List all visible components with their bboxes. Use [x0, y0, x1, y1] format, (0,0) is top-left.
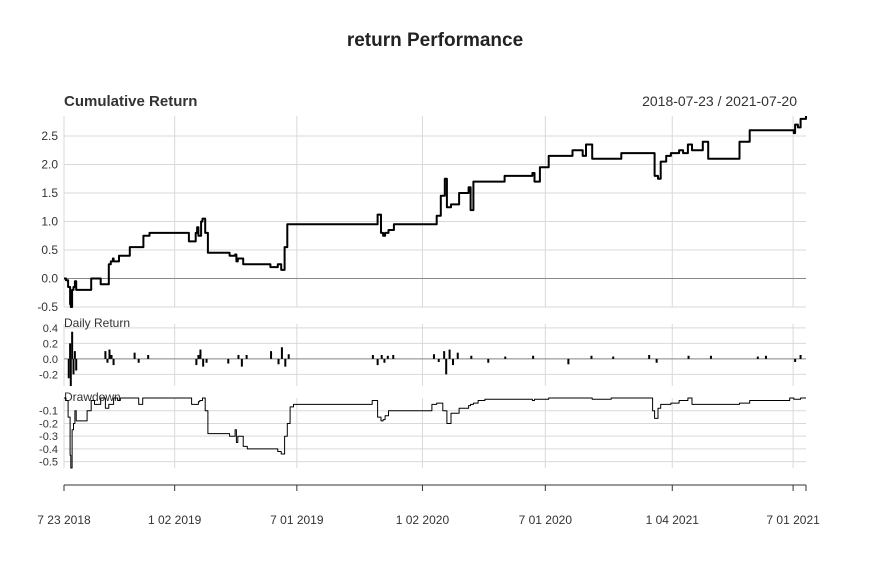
- daily-return-bar: [392, 355, 395, 359]
- date-range-label: 2018-07-23 / 2021-07-20: [642, 93, 797, 109]
- daily-return-bar: [456, 352, 459, 359]
- x-tick-label: 7 23 2018: [37, 513, 91, 527]
- y-tick-label: -0.1: [39, 406, 58, 418]
- daily-return-bar: [799, 355, 802, 359]
- daily-return-bar: [284, 358, 287, 367]
- daily-return-bar: [104, 351, 107, 359]
- daily-return-bar: [195, 358, 198, 366]
- panel-cumulative: 2.5 2.0 1.5 1.0 0.5 0.0 -0.5: [37, 116, 807, 314]
- daily-return-bar: [75, 358, 78, 371]
- daily-return-bar: [437, 358, 440, 362]
- daily-return-bar: [756, 356, 759, 359]
- daily-return-bar: [137, 358, 140, 363]
- daily-return-bar: [237, 355, 240, 359]
- daily-return-bar: [147, 355, 150, 359]
- panel-drawdown: -0.1-0.2-0.3-0.4-0.5 Drawdown: [39, 390, 806, 469]
- daily-return-bar: [280, 347, 283, 359]
- daily-return-bar: [532, 355, 535, 359]
- x-axis: 7 23 2018 1 02 2019 7 01 2019 1 02 2020 7 01…: [37, 484, 820, 527]
- daily-return-bar: [108, 349, 111, 359]
- daily-return-bar: [197, 355, 200, 359]
- daily-return-bar: [72, 358, 75, 375]
- daily-return-bar: [133, 352, 136, 359]
- daily-return-bar: [445, 358, 448, 375]
- daily-return-bar: [383, 358, 386, 363]
- daily-return-bar: [590, 355, 593, 359]
- daily-return-bar: [205, 358, 208, 363]
- daily-return-bar: [110, 355, 113, 359]
- daily-return-bar: [448, 349, 451, 359]
- daily-return-bar: [73, 351, 76, 359]
- daily-return-bar: [371, 355, 374, 359]
- y-tick-label: 1.5: [41, 186, 58, 200]
- daily-return-bar: [380, 355, 383, 359]
- daily-return-bar: [386, 355, 389, 359]
- daily-return-bar: [69, 358, 72, 386]
- y-tick-label: -0.2: [39, 369, 58, 381]
- daily-return-bar: [277, 358, 280, 365]
- daily-return-bar: [709, 355, 712, 359]
- panel-daily-return: 0.4 0.2 0.0 -0.2 Daily Return: [39, 316, 806, 386]
- daily-return-bar: [432, 354, 435, 359]
- panel-title-drawdown: Drawdown: [64, 390, 121, 404]
- cumulative-return-line: [64, 116, 807, 308]
- daily-return-bar: [287, 354, 290, 359]
- y-tick-label: 0.0: [41, 271, 58, 285]
- daily-return-bar: [687, 355, 690, 359]
- daily-return-bar: [245, 355, 248, 359]
- x-tick-label: 7 01 2020: [519, 513, 573, 527]
- daily-return-bar: [794, 358, 797, 362]
- daily-return-bar: [487, 358, 490, 363]
- daily-return-bar: [451, 358, 454, 366]
- x-tick-label: 1 02 2019: [148, 513, 202, 527]
- daily-return-bar: [240, 358, 243, 367]
- daily-return-bar: [106, 358, 109, 363]
- y-tick-label: 2.5: [41, 129, 58, 143]
- daily-return-bar: [227, 358, 230, 364]
- y-tick-label: -0.5: [37, 300, 58, 314]
- y-tick-label: 0.4: [43, 323, 58, 335]
- y-tick-label: -0.5: [39, 457, 58, 469]
- daily-return-bar: [612, 356, 615, 359]
- daily-return-bar: [270, 351, 273, 359]
- daily-return-bar: [443, 351, 446, 359]
- y-tick-label: 0.5: [41, 243, 58, 257]
- y-tick-label: 1.0: [41, 214, 58, 228]
- main-title: return Performance: [347, 30, 523, 51]
- daily-return-bar: [655, 358, 658, 363]
- daily-return-bar: [69, 343, 72, 359]
- daily-return-bar: [764, 355, 767, 359]
- daily-return-bar: [67, 358, 70, 379]
- x-tick-label: 1 04 2021: [646, 513, 700, 527]
- daily-return-bar: [567, 358, 570, 365]
- daily-return-bar: [199, 349, 202, 359]
- daily-return-bar: [71, 331, 74, 359]
- daily-return-bar: [504, 356, 507, 359]
- drawdown-line: [64, 397, 806, 469]
- daily-return-bar: [376, 358, 379, 366]
- panel-title-daily-return: Daily Return: [64, 316, 130, 330]
- panel-title-cumulative: Cumulative Return: [64, 93, 197, 110]
- daily-return-bar: [470, 355, 473, 359]
- y-tick-label: -0.2: [39, 418, 58, 430]
- y-tick-label: 0.2: [43, 338, 58, 350]
- x-tick-label: 7 01 2021: [766, 513, 820, 527]
- y-tick-label: -0.4: [39, 444, 58, 456]
- daily-return-bar: [112, 358, 115, 366]
- daily-return-bar: [648, 355, 651, 359]
- y-tick-label: 2.0: [41, 157, 58, 171]
- y-tick-label: 0.0: [43, 354, 58, 366]
- daily-return-bar: [202, 358, 205, 367]
- x-tick-label: 7 01 2019: [270, 513, 324, 527]
- y-tick-label: -0.3: [39, 431, 58, 443]
- x-tick-label: 1 02 2020: [396, 513, 450, 527]
